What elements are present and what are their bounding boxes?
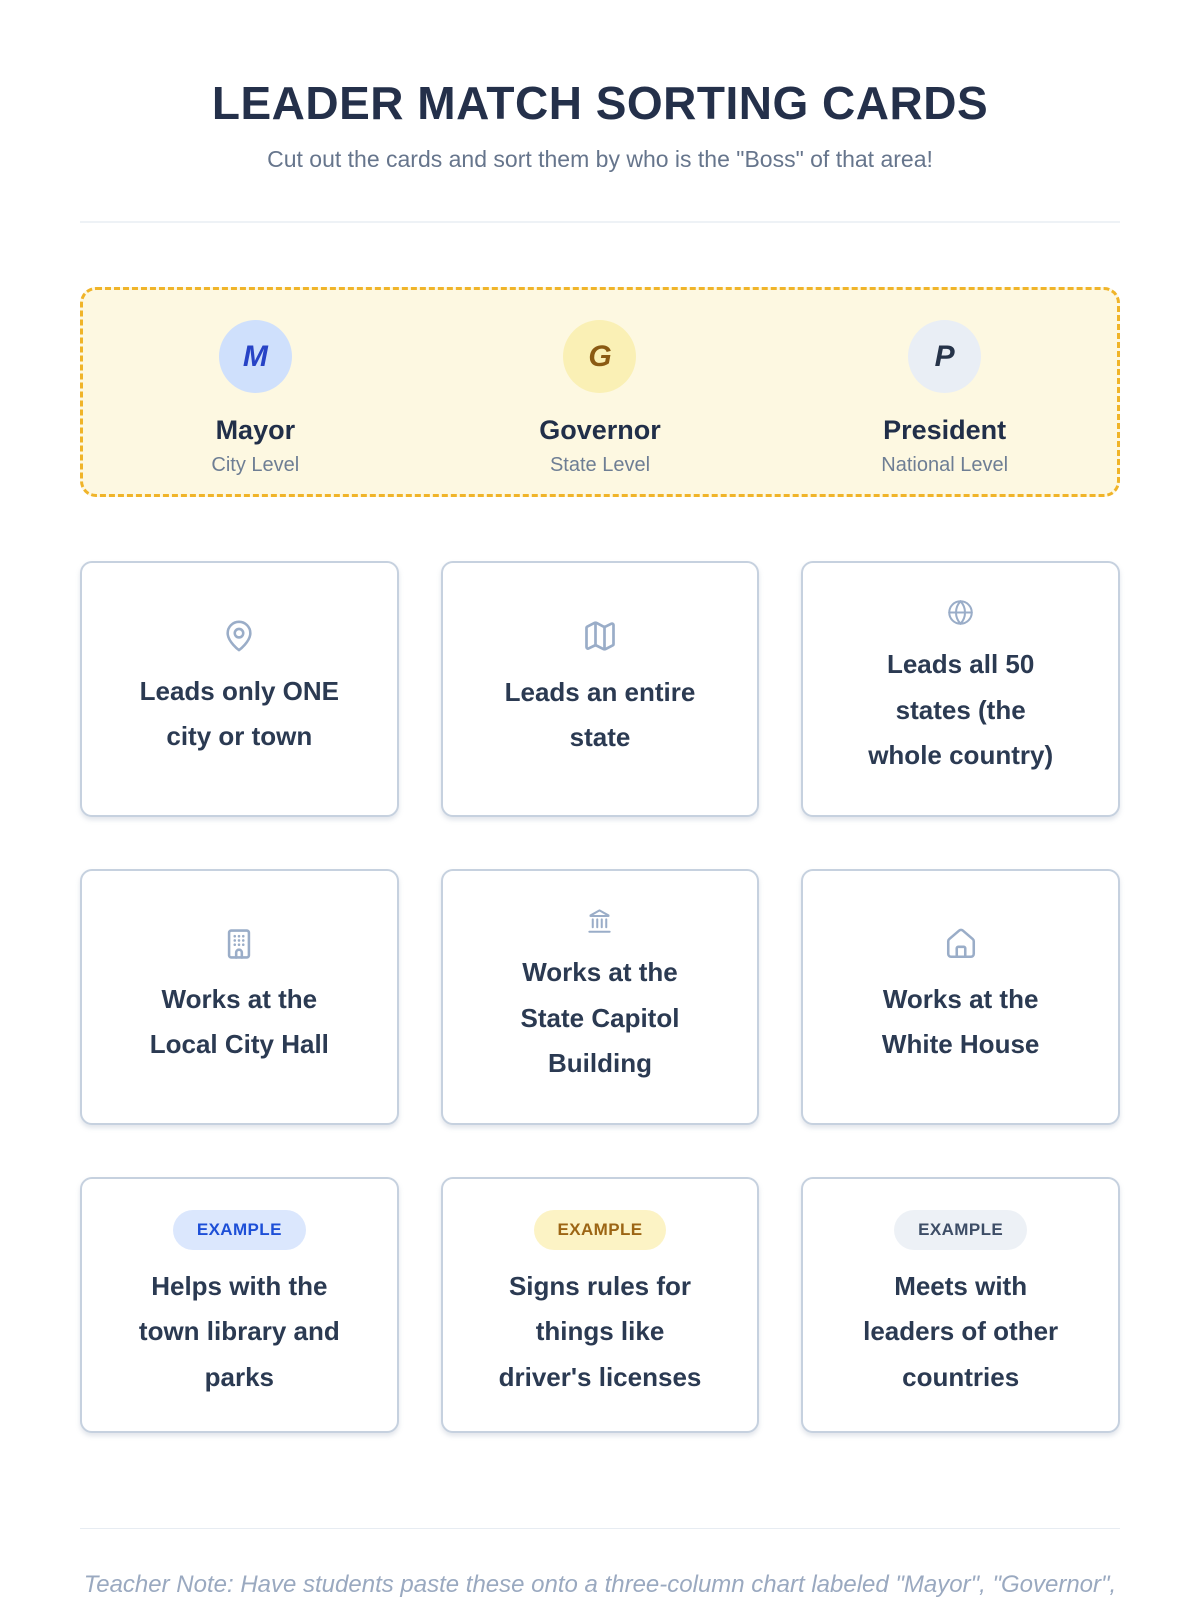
- teacher-note: Teacher Note: Have students paste these …: [83, 1571, 1117, 1598]
- card-leads-state: Leads an entire state: [440, 561, 760, 817]
- governor-avatar: G: [563, 320, 637, 393]
- card-text: Helps with the town library and parks: [138, 1270, 340, 1392]
- mayor-name: Mayor: [215, 415, 296, 445]
- page-title: LEADER MATCH SORTING CARDS: [211, 77, 989, 129]
- footer-divider: [80, 1528, 1120, 1529]
- leader-mayor: M Mayor City Level: [83, 320, 428, 477]
- example-badge-blue: EXAMPLE: [172, 1209, 306, 1250]
- header-divider: [80, 221, 1120, 223]
- governor-name: Governor: [539, 415, 661, 445]
- card-text: Meets with leaders of other countries: [863, 1270, 1059, 1392]
- header: LEADER MATCH SORTING CARDS Cut out the c…: [80, 0, 1120, 223]
- map-icon: [582, 618, 618, 654]
- president-name: President: [883, 415, 1007, 445]
- sorting-zone: M Mayor City Level G Governor State Leve…: [80, 287, 1120, 497]
- card-text: Leads only ONE city or town: [139, 675, 340, 752]
- card-text: Leads an entire state: [504, 676, 696, 753]
- cards-grid: Leads only ONE city or town Leads an ent…: [80, 561, 1120, 1433]
- page-subtitle: Cut out the cards and sort them by who i…: [267, 146, 933, 172]
- card-works-city-hall: Works at the Local City Hall: [80, 869, 399, 1125]
- president-level: National Level: [881, 454, 1009, 476]
- card-works-white-house: Works at the White House: [801, 869, 1120, 1125]
- card-example-president: EXAMPLE Meets with leaders of other coun…: [801, 1177, 1120, 1433]
- card-works-state-capitol: Works at the State Capitol Building: [440, 869, 760, 1125]
- card-example-mayor: EXAMPLE Helps with the town library and …: [80, 1177, 399, 1433]
- governor-level: State Level: [549, 454, 651, 476]
- map-pin-icon: [222, 619, 256, 653]
- example-badge-yellow: EXAMPLE: [533, 1209, 667, 1250]
- leader-governor: G Governor State Level: [428, 320, 773, 477]
- card-example-governor: EXAMPLE Signs rules for things like driv…: [440, 1177, 760, 1433]
- president-avatar: P: [908, 320, 982, 393]
- office-building-icon: [222, 927, 256, 961]
- example-badge-gray: EXAMPLE: [894, 1209, 1028, 1250]
- card-text: Works at the White House: [881, 983, 1040, 1060]
- card-text: Leads all 50 states (the whole country): [868, 649, 1054, 771]
- house-icon: [944, 927, 978, 961]
- mayor-avatar: M: [218, 320, 292, 393]
- capitol-landmark-icon: [586, 907, 613, 934]
- leader-president: P President National Level: [772, 320, 1117, 477]
- card-leads-one-city: Leads only ONE city or town: [80, 561, 399, 817]
- card-text: Works at the Local City Hall: [149, 983, 329, 1060]
- globe-icon: [947, 599, 974, 626]
- card-text: Signs rules for things like driver's lic…: [498, 1270, 702, 1392]
- card-text: Works at the State Capitol Building: [520, 957, 680, 1079]
- mayor-level: City Level: [211, 454, 300, 476]
- card-leads-all-states: Leads all 50 states (the whole country): [801, 561, 1120, 817]
